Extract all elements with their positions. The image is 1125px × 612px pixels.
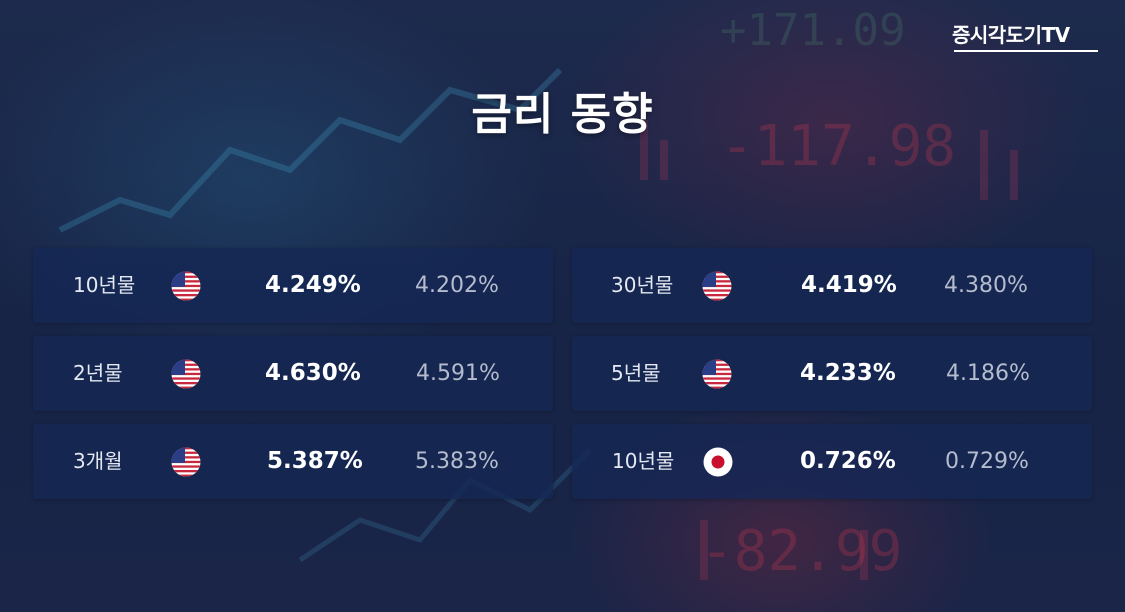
svg-text:+171.09: +171.09 (720, 5, 905, 56)
channel-logo: 증시각도기TV (952, 16, 1112, 54)
logo-text: 증시각도기TV (952, 23, 1070, 47)
rate-label: 5년물 (611, 361, 661, 385)
us-flag-icon (171, 359, 201, 389)
rate-label: 10년물 (73, 273, 136, 297)
rate-card-us-10y: 10년물 4.249% 4.202% (33, 248, 553, 323)
previous-rate: 4.380% (944, 273, 1028, 298)
rate-card-us-2y: 2년물 4.630% 4.591% (33, 336, 553, 411)
logo-underline (954, 50, 1098, 52)
page-title: 금리 동향 (471, 89, 654, 140)
us-flag-icon (171, 447, 201, 477)
current-rate: 5.387% (267, 448, 363, 474)
current-rate: 0.726% (800, 448, 896, 474)
current-rate: 4.233% (800, 360, 896, 386)
previous-rate: 5.383% (415, 449, 499, 474)
previous-rate: 0.729% (945, 449, 1029, 474)
previous-rate: 4.186% (946, 361, 1030, 386)
current-rate: 4.419% (801, 272, 897, 298)
rate-label: 3개월 (73, 449, 123, 473)
current-rate: 4.630% (265, 360, 361, 386)
svg-text:-82.99: -82.99 (700, 519, 902, 584)
us-flag-icon (702, 271, 732, 301)
us-flag-icon (702, 359, 732, 389)
svg-text:-117.98: -117.98 (720, 114, 956, 179)
previous-rate: 4.591% (416, 361, 500, 386)
rate-card-us-30y: 30년물 4.419% 4.380% (572, 248, 1092, 323)
rate-label: 30년물 (611, 273, 674, 297)
jp-flag-icon (703, 447, 733, 477)
rate-label: 10년물 (612, 449, 675, 473)
us-flag-icon (171, 271, 201, 301)
current-rate: 4.249% (265, 272, 361, 298)
rate-card-jp-10y: 10년물 0.726% 0.729% (572, 424, 1092, 499)
rate-card-us-3m: 3개월 5.387% 5.383% (33, 424, 553, 499)
rate-card-us-5y: 5년물 4.233% 4.186% (572, 336, 1092, 411)
rate-label: 2년물 (73, 361, 123, 385)
previous-rate: 4.202% (415, 273, 499, 298)
